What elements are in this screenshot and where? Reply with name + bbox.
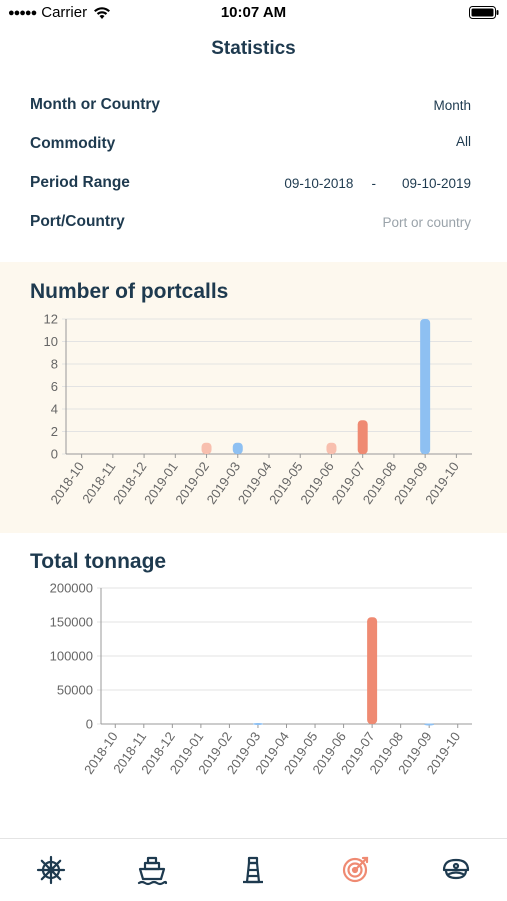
y-tick-label: 100000 [50,649,93,664]
bar-2019-07[interactable] [357,420,368,454]
page-title: Statistics [211,38,296,59]
captain-hat-icon [443,858,470,880]
tab-ship-wheel[interactable] [21,845,81,895]
tonnage-chart: 0500001000001500002000002018-102018-1120… [50,581,472,777]
target-icon [342,856,368,883]
y-tick-label: 8 [51,357,58,372]
y-tick-label: 150000 [50,615,93,630]
bar-2019-03[interactable] [252,722,263,725]
wifi-icon [94,6,111,19]
period-range-label: Period Range [30,174,130,191]
ship-wheel-icon [36,855,65,885]
clock: 10:07 AM [220,4,287,21]
bar-2019-03[interactable] [232,442,243,454]
y-tick-label: 2 [51,424,58,439]
tab-ships[interactable] [122,845,182,895]
port-country-label: Port/Country [30,213,125,230]
tab-ports[interactable] [223,845,283,895]
tab-profile[interactable] [426,845,486,895]
month-or-country-label: Month or Country [30,96,161,113]
y-tick-label: 10 [44,334,58,349]
period-separator: - [371,175,376,191]
y-tick-label: 200000 [50,581,93,596]
status-bar: ●●●●● Carrier 10:07 AM [0,0,507,28]
ship-icon [137,856,168,886]
y-tick-label: 50000 [57,683,93,698]
status-left: ●●●●● Carrier [8,4,111,21]
y-tick-label: 12 [44,312,58,327]
lighthouse-icon [243,856,264,884]
carrier-label: Carrier [41,4,88,21]
month-or-country-value[interactable]: Month [433,97,471,113]
commodity-label: Commodity [30,135,116,152]
port-country-input[interactable]: Port or country [382,214,471,230]
y-tick-label: 4 [51,402,58,417]
period-range-values: 09-10-2018 - 09-10-2019 [284,176,471,191]
month-or-country-row[interactable]: Month or Country Month [30,93,471,117]
tonnage-chart-title: Total tonnage [30,550,167,573]
bar-2019-07[interactable] [367,617,378,724]
y-tick-label: 6 [51,379,58,394]
y-tick-label: 0 [51,447,58,462]
period-range-row: Period Range 09-10-2018 - 09-10-2019 [30,171,471,195]
y-tick-label: 0 [86,717,93,732]
bar-2019-02[interactable] [201,442,212,454]
tab-bar [0,838,507,901]
portcalls-chart: 0246810122018-102018-112018-122019-01201… [44,312,472,507]
period-to-date[interactable]: 09-10-2019 [401,175,471,191]
bar-2019-06[interactable] [326,442,337,454]
portcalls-chart-title: Number of portcalls [30,280,229,303]
period-from-date[interactable]: 09-10-2018 [284,175,354,191]
commodity-value[interactable]: All [455,133,471,149]
bar-2019-09[interactable] [424,723,435,726]
tab-statistics[interactable] [325,845,385,895]
bar-2019-09[interactable] [420,319,431,454]
port-country-row[interactable]: Port/Country Port or country [30,210,471,234]
battery-icon [469,6,499,19]
signal-icon: ●●●●● [8,6,37,19]
commodity-row[interactable]: Commodity All [30,132,471,156]
